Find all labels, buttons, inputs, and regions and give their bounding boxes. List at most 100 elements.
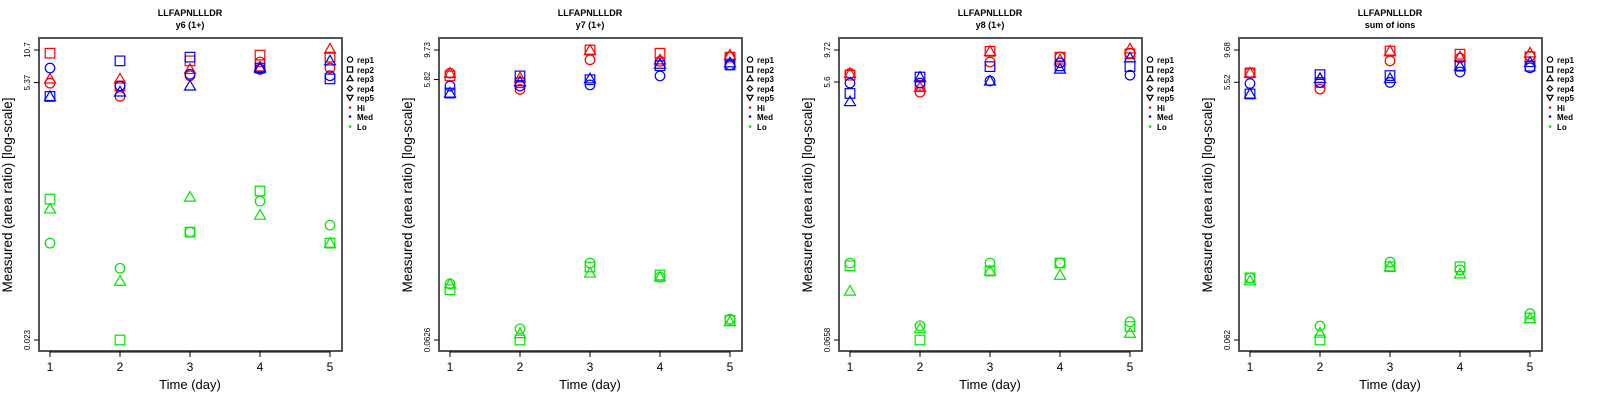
panel-subtitle: y6 (1+) — [176, 20, 205, 30]
x-axis-label: Time (day) — [559, 377, 621, 392]
data-point-lo-rep2 — [844, 260, 856, 272]
y-tick-label: 5.6 — [823, 76, 832, 88]
x-tick-label: 4 — [257, 360, 264, 374]
data-point-lo-rep3 — [843, 284, 857, 296]
data-point-lo-rep3 — [723, 315, 737, 327]
legend-label: Med — [357, 113, 373, 122]
data-point-med-rep3 — [983, 74, 997, 86]
y-tick-label: 5.37 — [23, 74, 32, 90]
legend-dot-med-icon — [1548, 115, 1552, 118]
data-point-hi-rep2 — [1454, 48, 1466, 60]
data-point-lo-rep1 — [1314, 320, 1326, 332]
legend-dot-med-icon — [348, 115, 352, 118]
data-point-lo-rep1 — [984, 257, 996, 269]
data-point-med-rep3 — [253, 61, 267, 73]
data-point-med-rep2 — [984, 61, 996, 73]
x-tick-label: 2 — [517, 360, 524, 374]
data-point-hi-rep1 — [584, 54, 596, 66]
data-point-med-rep2 — [584, 74, 596, 86]
data-point-med-rep1 — [1124, 69, 1136, 81]
x-tick-label: 5 — [1527, 360, 1534, 374]
data-point-hi-rep3 — [653, 53, 667, 65]
data-point-lo-rep2 — [514, 334, 526, 346]
data-point-lo-rep1 — [44, 237, 56, 249]
data-point-lo-rep2 — [1454, 261, 1466, 273]
legend-symbol-rep5-icon — [1545, 94, 1555, 102]
data-point-med-rep1 — [654, 70, 666, 82]
legend-symbol-rep4-icon — [746, 85, 754, 92]
x-tick-label: 4 — [657, 360, 664, 374]
series-med — [43, 51, 337, 102]
legend-label: rep3 — [1157, 75, 1174, 84]
series-lo — [843, 257, 1137, 346]
y-axis-label: Measured (area ratio) [log-scale] — [1200, 97, 1215, 292]
legend-symbol-rep1-icon — [1546, 56, 1554, 63]
data-point-med-rep3 — [43, 89, 57, 102]
data-point-med-rep3 — [843, 94, 857, 107]
legend-dot-hi-icon — [1148, 106, 1152, 109]
legend-label: Lo — [757, 123, 767, 132]
data-point-lo-rep3 — [913, 321, 927, 334]
data-point-med-rep1 — [184, 68, 196, 80]
legend-label: rep3 — [757, 75, 774, 84]
panel-title: LLFAPNLLLDR — [158, 8, 223, 18]
legend-label: rep1 — [1157, 56, 1174, 65]
data-point-hi-rep3 — [723, 48, 737, 60]
legend-symbol-rep2-icon — [346, 66, 354, 73]
x-tick-label: 3 — [587, 360, 594, 374]
legend-label: rep1 — [757, 56, 774, 65]
data-point-lo-rep3 — [183, 190, 197, 202]
data-point-lo-rep3 — [443, 277, 457, 289]
data-point-med-rep2 — [1314, 69, 1326, 81]
data-point-med-rep2 — [184, 51, 196, 63]
data-point-med-rep3 — [323, 54, 337, 66]
legend-symbol-rep3-icon — [745, 74, 755, 82]
data-point-lo-rep1 — [514, 323, 526, 335]
legend-label: rep3 — [1557, 75, 1574, 84]
x-tick-label: 5 — [327, 360, 334, 374]
data-point-lo-rep3 — [1453, 267, 1467, 279]
data-point-hi-rep1 — [1314, 83, 1326, 95]
x-axis-label: Time (day) — [959, 377, 1021, 392]
y-tick-label: 5.52 — [1223, 74, 1232, 90]
legend-symbol-rep2-icon — [1146, 66, 1154, 73]
x-tick-label: 4 — [1457, 360, 1464, 374]
legend-dot-lo-icon — [748, 125, 752, 128]
data-point-med-rep3 — [1243, 87, 1257, 99]
data-point-med-rep2 — [844, 88, 856, 99]
data-point-lo-rep3 — [253, 208, 267, 220]
data-point-lo-rep1 — [1054, 257, 1066, 269]
data-point-med-rep3 — [443, 86, 457, 98]
legend-label: rep2 — [1157, 66, 1174, 75]
data-point-med-rep3 — [1453, 59, 1467, 71]
legend-label: Hi — [1157, 104, 1165, 113]
data-point-hi-rep3 — [513, 71, 527, 83]
y-tick-label: 9.73 — [423, 42, 432, 58]
legend-symbol-rep3-icon — [345, 74, 355, 82]
plot-frame — [38, 37, 343, 352]
data-point-med-rep2 — [514, 70, 526, 82]
y-tick-label: 0.023 — [23, 329, 32, 350]
legend-label: rep5 — [357, 94, 374, 103]
data-point-lo-rep1 — [184, 226, 196, 238]
x-tick-label: 5 — [727, 360, 734, 374]
legend-label: rep2 — [1557, 66, 1574, 75]
data-point-lo-rep2 — [1054, 257, 1066, 269]
data-point-lo-rep3 — [983, 264, 997, 276]
data-point-med-rep1 — [844, 77, 856, 89]
data-point-med-rep3 — [513, 75, 527, 87]
data-point-lo-rep2 — [914, 334, 926, 346]
data-point-med-rep3 — [1053, 62, 1067, 74]
data-point-hi-rep1 — [254, 56, 266, 68]
data-point-lo-rep3 — [1053, 268, 1067, 280]
data-point-lo-rep1 — [324, 219, 336, 231]
data-point-hi-rep3 — [1383, 44, 1397, 56]
legend-label: Med — [757, 113, 773, 122]
x-tick-label: 5 — [1127, 360, 1134, 374]
series-hi — [843, 42, 1137, 98]
data-point-lo-rep3 — [653, 270, 667, 282]
data-point-lo-rep1 — [114, 262, 126, 274]
data-point-hi-rep2 — [1054, 51, 1066, 63]
data-point-hi-rep3 — [43, 72, 57, 84]
data-point-lo-rep3 — [583, 266, 597, 278]
